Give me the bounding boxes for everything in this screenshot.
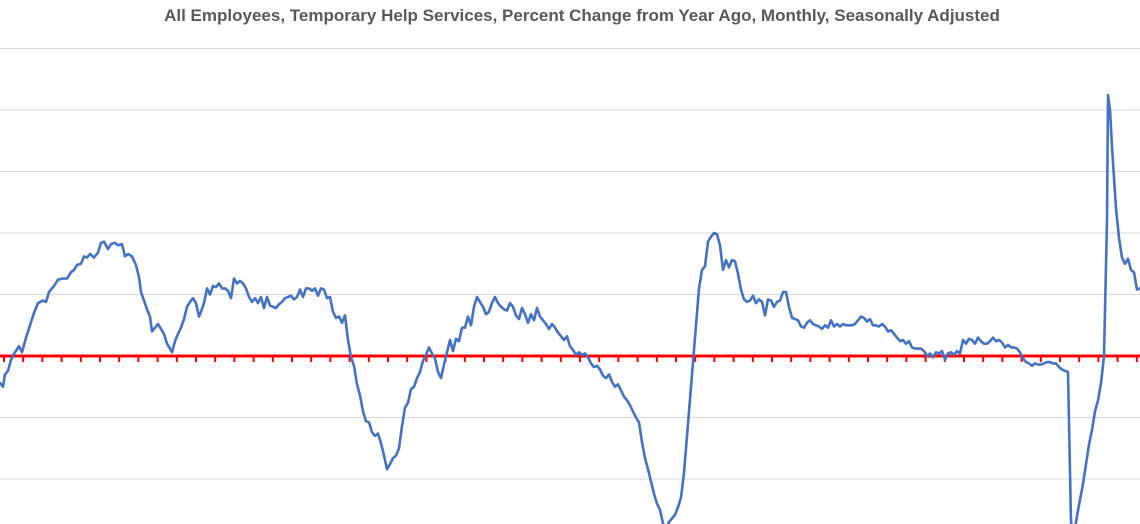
chart-title: All Employees, Temporary Help Services, … — [164, 6, 1000, 25]
zero-reference-line — [0, 354, 1140, 362]
gridlines — [0, 48, 1140, 480]
series-layer — [0, 93, 1140, 524]
series-line-0 — [0, 93, 1140, 524]
